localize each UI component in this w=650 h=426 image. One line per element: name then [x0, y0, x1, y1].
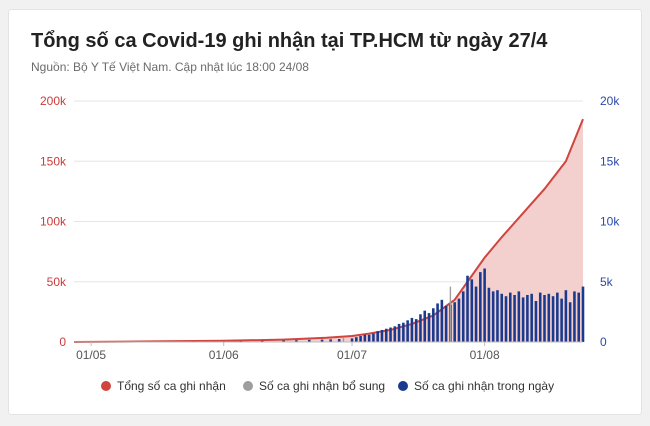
x-tick-label: 01/05 [76, 348, 106, 362]
daily-bar [367, 334, 371, 342]
daily-bar [376, 331, 379, 342]
daily-bar [295, 340, 298, 342]
daily-bar [513, 295, 516, 342]
chart-subtitle: Nguồn: Bộ Y Tế Việt Nam. Cập nhật lúc 18… [31, 60, 309, 74]
daily-bar [260, 340, 264, 342]
y-left-tick-label: 150k [40, 154, 67, 168]
daily-bar [457, 298, 461, 342]
total-line [73, 118, 584, 343]
daily-bar [453, 302, 456, 342]
daily-bar [406, 320, 409, 342]
daily-bar [581, 286, 585, 342]
x-tick-label: 01/08 [470, 348, 500, 362]
daily-bar [573, 291, 576, 342]
daily-bar [504, 296, 508, 342]
daily-bar [393, 326, 397, 342]
daily-bar [487, 287, 491, 342]
daily-bar [402, 322, 405, 342]
y-left-tick-label: 100k [40, 215, 67, 229]
legend-marker [101, 381, 111, 391]
daily-bar [355, 337, 358, 342]
daily-bar [560, 298, 563, 342]
supplement-bar [342, 337, 345, 342]
legend-marker [398, 381, 408, 391]
daily-bar [359, 335, 362, 342]
legend-marker [243, 381, 253, 391]
y-right-tick-label: 20k [600, 94, 620, 108]
y-right-tick-label: 10k [600, 215, 620, 229]
daily-bar [496, 290, 499, 342]
daily-bar [547, 293, 551, 342]
daily-bar [436, 303, 439, 342]
daily-bar [410, 317, 414, 342]
y-left-tick-label: 50k [47, 275, 67, 289]
daily-bar [483, 268, 486, 342]
daily-bar [538, 292, 542, 342]
daily-bar [568, 302, 572, 342]
daily-bar [534, 301, 538, 342]
daily-bar [470, 279, 474, 342]
daily-bar [517, 291, 521, 342]
daily-bar [423, 310, 427, 342]
y-left-tick-label: 0 [59, 335, 66, 349]
legend-label: Tổng số ca ghi nhận [117, 379, 226, 393]
daily-bar [307, 339, 311, 342]
daily-bar [389, 327, 392, 342]
daily-bar [414, 319, 418, 342]
daily-bar [543, 295, 546, 342]
daily-bar [337, 338, 341, 342]
daily-bar [530, 293, 533, 342]
x-tick-label: 01/06 [209, 348, 239, 362]
daily-bar [509, 292, 512, 342]
daily-bar [432, 308, 435, 342]
daily-bar [372, 333, 375, 342]
daily-bar [564, 290, 568, 342]
daily-bar [380, 329, 384, 342]
daily-bar [363, 334, 367, 342]
daily-bar [320, 339, 324, 342]
daily-bar [419, 314, 422, 342]
daily-bar [466, 275, 469, 342]
legend-label: Số ca ghi nhận bổ sung [259, 379, 385, 393]
y-left-tick-label: 200k [40, 94, 67, 108]
daily-bar [521, 297, 525, 342]
legend-label: Số ca ghi nhận trong ngày [414, 379, 554, 393]
daily-bar [350, 338, 354, 342]
daily-bar [282, 340, 285, 342]
y-right-tick-label: 5k [600, 275, 614, 289]
daily-bar [461, 291, 465, 342]
daily-bar [474, 286, 478, 342]
daily-bar [384, 328, 388, 342]
x-tick-label: 01/07 [337, 348, 367, 362]
daily-bar [500, 293, 504, 342]
y-right-tick-label: 0 [600, 335, 607, 349]
daily-bar [440, 299, 444, 342]
axes: 0 50k 100k 150k 200k 0 5k 10k 15k 20k 01/05 01/06 01… [40, 94, 620, 362]
chart-title: Tổng số ca Covid-19 ghi nhận tại TP.HCM … [31, 30, 548, 52]
daily-bar [427, 313, 431, 342]
legend: Tổng số ca ghi nhận Số ca ghi nhận bổ sun… [101, 379, 554, 393]
daily-bars [162, 268, 585, 342]
daily-bar [551, 296, 555, 342]
daily-bar [526, 295, 529, 342]
daily-bar [329, 339, 332, 342]
daily-bar [577, 292, 581, 342]
supplement-bar [449, 286, 452, 342]
daily-bar [491, 291, 495, 342]
daily-bar [556, 292, 559, 342]
daily-bar [397, 323, 401, 342]
daily-bar [479, 272, 482, 342]
daily-bar [444, 305, 448, 342]
y-right-tick-label: 15k [600, 154, 620, 168]
